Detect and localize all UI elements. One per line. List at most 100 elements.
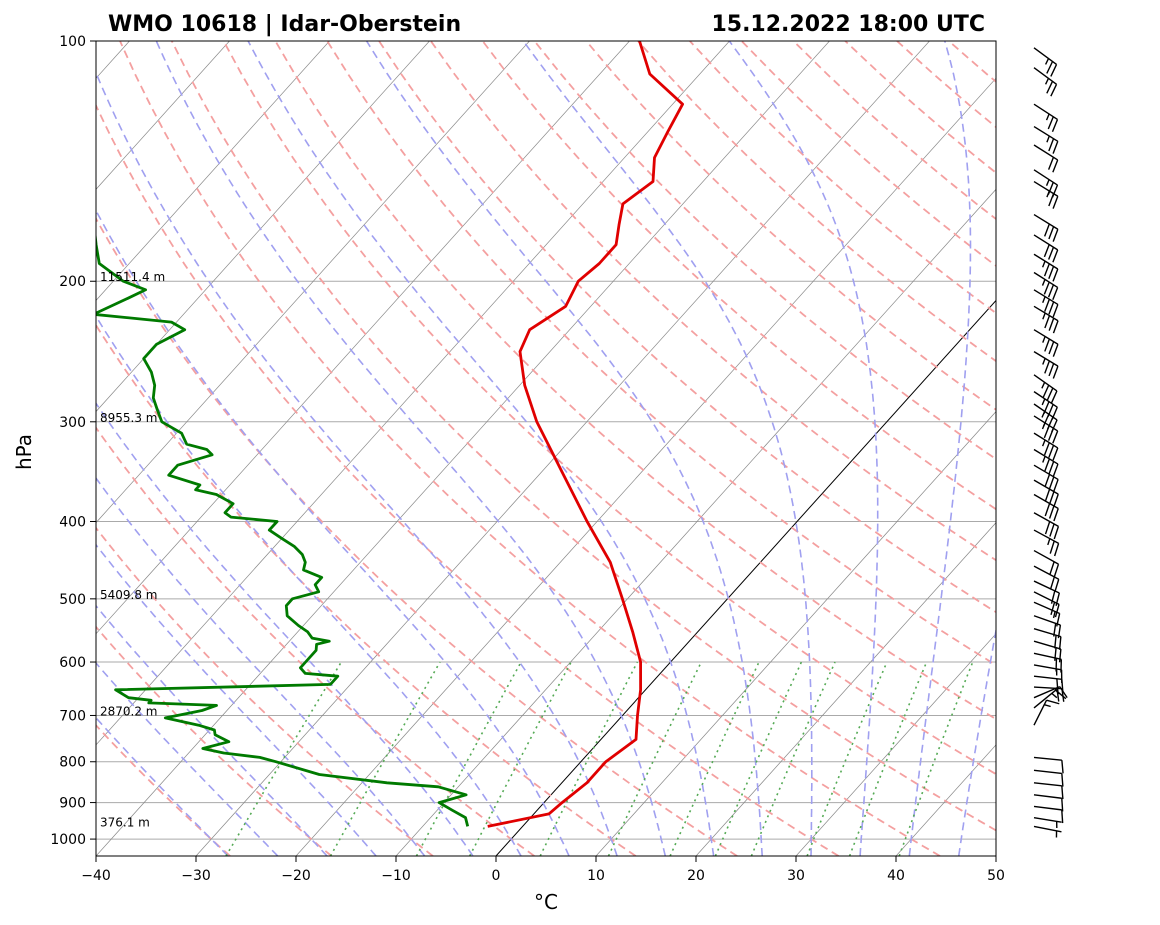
mixing-ratio-line bbox=[225, 661, 342, 856]
wind-barb bbox=[1033, 271, 1059, 301]
dry-adiabat bbox=[430, 41, 996, 562]
wind-barb-flag bbox=[1048, 301, 1055, 315]
wind-barb-flag bbox=[1053, 508, 1059, 522]
mixing-ratio-line bbox=[750, 661, 836, 856]
wind-barb-flag bbox=[1043, 425, 1050, 439]
wind-barb-half-flag bbox=[1042, 358, 1046, 365]
wind-barb-flag bbox=[1048, 363, 1055, 377]
wind-barb-flag bbox=[1058, 636, 1062, 650]
wind-barb-flag bbox=[1052, 196, 1059, 209]
moist-adiabat bbox=[96, 70, 618, 856]
x-tick-label: 0 bbox=[492, 868, 501, 884]
wind-barb-half-flag bbox=[1041, 398, 1046, 406]
dry-adiabat bbox=[896, 41, 996, 129]
wind-barb bbox=[1033, 794, 1064, 812]
wind-barb-flag bbox=[1046, 699, 1060, 705]
dry-adiabat bbox=[96, 426, 535, 856]
wind-barb-flag bbox=[1052, 479, 1059, 493]
wind-barb-half-flag bbox=[1047, 538, 1051, 546]
wind-barb bbox=[1033, 415, 1059, 444]
wind-barb-flag bbox=[1049, 576, 1055, 590]
wind-barb bbox=[1033, 234, 1059, 263]
dry-adiabat bbox=[481, 41, 996, 511]
wind-barb-shaft bbox=[1033, 769, 1062, 775]
isotherm-line bbox=[96, 41, 230, 190]
x-axis-label: °C bbox=[534, 890, 558, 914]
wind-barb bbox=[1033, 391, 1058, 420]
wind-barb-flag bbox=[1052, 268, 1059, 282]
isotherm-line bbox=[595, 411, 996, 856]
wind-barb-shaft bbox=[1033, 47, 1057, 66]
wind-barb-flag bbox=[1053, 543, 1060, 557]
wind-barb-half-flag bbox=[1044, 703, 1051, 708]
x-tick-label: 20 bbox=[687, 868, 705, 884]
wind-barb-flag bbox=[1049, 540, 1055, 554]
axes-layer: −40 −30 −20 −10 0 10 20 30 40 50 1000 900 800 700 600 5… bbox=[50, 34, 1005, 884]
height-label: 376.1 m bbox=[100, 815, 150, 829]
wind-barb bbox=[1033, 769, 1064, 787]
wind-barb bbox=[1033, 479, 1059, 507]
isotherm-line bbox=[695, 522, 996, 856]
wind-barb-flag bbox=[1059, 686, 1068, 699]
moist-adiabat bbox=[96, 208, 570, 856]
wind-barb-flag bbox=[1052, 320, 1059, 334]
dry-adiabat bbox=[792, 41, 996, 221]
wind-barb-half-flag bbox=[1042, 456, 1046, 463]
wind-barb-flag bbox=[1050, 390, 1058, 404]
wind-barb-shaft bbox=[1033, 794, 1062, 799]
wind-barb bbox=[1033, 253, 1059, 282]
wind-barb-flag bbox=[1044, 503, 1051, 517]
wind-barb-half-flag bbox=[1041, 422, 1046, 430]
wind-barb bbox=[1033, 805, 1064, 824]
wind-barb-shaft bbox=[1033, 652, 1062, 661]
wind-barb bbox=[1033, 493, 1059, 522]
dry-adiabat bbox=[96, 723, 231, 856]
isotherm-line bbox=[96, 41, 830, 856]
wind-barb-shaft bbox=[1033, 675, 1062, 680]
dry-adiabat bbox=[637, 41, 996, 363]
wind-barb bbox=[1033, 103, 1059, 132]
moist-adiabat bbox=[908, 41, 972, 856]
wind-barb-flag bbox=[1048, 266, 1055, 279]
wind-barb-shaft bbox=[1033, 103, 1058, 121]
wind-barb-half-flag bbox=[1045, 179, 1050, 186]
wind-barb-flag bbox=[1051, 119, 1059, 132]
wind-barb bbox=[1033, 47, 1058, 77]
wind-barb-shaft bbox=[1033, 756, 1062, 761]
wind-barb bbox=[1033, 464, 1059, 493]
wind-barb-flag bbox=[1044, 315, 1051, 329]
wind-barb-flag bbox=[1052, 365, 1059, 379]
wind-barb bbox=[1033, 448, 1059, 477]
wind-barb bbox=[1033, 67, 1058, 97]
plot-frame bbox=[95, 40, 997, 857]
wind-barb-flag bbox=[1061, 809, 1064, 824]
wind-barb-flag bbox=[1061, 785, 1064, 800]
wind-barb-shaft bbox=[1033, 591, 1060, 605]
wind-barb-flag bbox=[1052, 447, 1059, 461]
x-tick-label: −30 bbox=[181, 868, 211, 884]
wind-barb-flag bbox=[1044, 521, 1051, 535]
wind-barb bbox=[1033, 289, 1059, 318]
wind-barb-shaft bbox=[1033, 253, 1059, 270]
wind-barb-flag bbox=[1047, 428, 1055, 441]
moist-adiabat bbox=[365, 41, 763, 856]
wind-barb-flag bbox=[1054, 604, 1060, 618]
wind-barb-flag bbox=[1048, 138, 1055, 152]
wind-barb-flag bbox=[1053, 493, 1059, 507]
wind-barb-half-flag bbox=[1045, 113, 1050, 121]
wind-barb-flag bbox=[1061, 760, 1064, 774]
wind-barb bbox=[1033, 432, 1059, 461]
wind-barb-flag bbox=[1054, 635, 1057, 649]
wind-barb-flag bbox=[1052, 228, 1059, 242]
wind-barb-flag bbox=[1046, 387, 1054, 401]
wind-barb-flag bbox=[1048, 445, 1055, 458]
wind-barb-flag bbox=[1047, 284, 1055, 298]
wind-barb-half-flag bbox=[1041, 439, 1046, 447]
moist-adiabat bbox=[728, 41, 879, 856]
dry-adiabat bbox=[222, 41, 996, 776]
moist-adiabat bbox=[96, 476, 426, 856]
wind-barb-flag bbox=[1052, 430, 1059, 444]
wind-barb bbox=[1033, 686, 1065, 702]
wind-barb-shaft bbox=[1033, 699, 1048, 726]
y-tick-label: 1000 bbox=[50, 832, 86, 848]
